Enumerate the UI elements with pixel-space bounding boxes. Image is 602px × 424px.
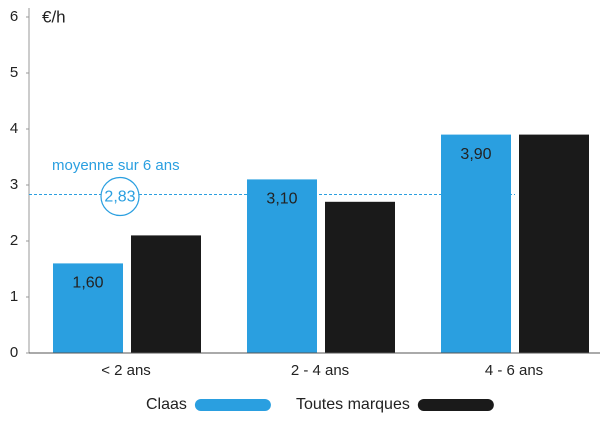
legend-swatch xyxy=(194,399,271,411)
legend-label: Toutes marques xyxy=(296,396,410,413)
bar xyxy=(131,235,201,353)
legend-swatch xyxy=(417,399,494,411)
bar xyxy=(247,179,317,353)
bar xyxy=(519,134,589,353)
value-label: 3,10 xyxy=(266,191,297,208)
legend-label: Claas xyxy=(146,396,187,413)
average-label: moyenne sur 6 ans xyxy=(52,157,180,174)
y-tick-label: 4 xyxy=(10,120,18,137)
x-tick-label: 4 - 6 ans xyxy=(485,362,543,379)
average-value: 2,83 xyxy=(104,189,135,206)
y-tick-label: 6 xyxy=(10,8,18,25)
value-label: 1,60 xyxy=(72,275,103,292)
x-tick-label: < 2 ans xyxy=(101,362,151,379)
x-tick-label: 2 - 4 ans xyxy=(291,362,349,379)
bar xyxy=(53,263,123,353)
value-label: 3,90 xyxy=(460,146,491,163)
y-axis-unit: €/h xyxy=(42,7,66,26)
bar xyxy=(325,201,395,353)
average-badge xyxy=(100,176,140,217)
bar xyxy=(441,134,511,353)
y-tick-label: 5 xyxy=(10,64,18,81)
y-tick-label: 3 xyxy=(10,176,18,193)
y-tick-label: 0 xyxy=(10,344,18,361)
y-tick-label: 2 xyxy=(10,232,18,249)
y-tick-label: 1 xyxy=(10,288,18,305)
